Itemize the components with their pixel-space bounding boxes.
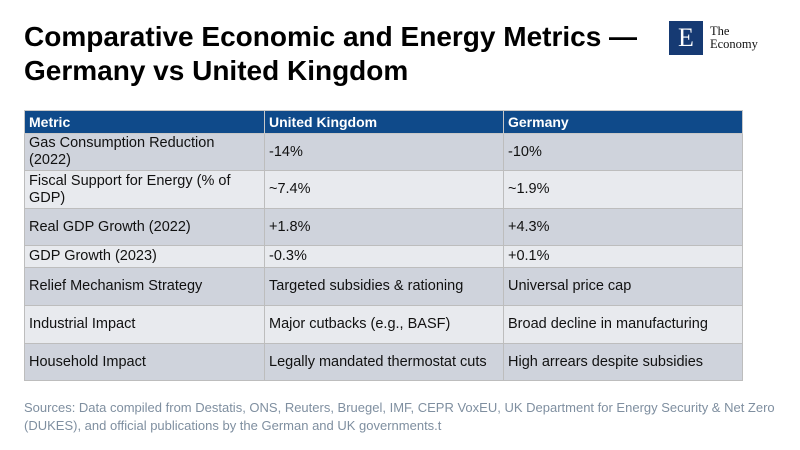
table-row: Real GDP Growth (2022) +1.8% +4.3%	[24, 208, 743, 246]
table-row: Relief Mechanism Strategy Targeted subsi…	[24, 267, 743, 306]
metric-cell: GDP Growth (2023)	[24, 245, 265, 268]
header-united-kingdom: United Kingdom	[264, 110, 504, 134]
table-row: Gas Consumption Reduction (2022) -14% -1…	[24, 133, 743, 171]
logo-wordmark: The Economy	[710, 21, 758, 51]
table-row: GDP Growth (2023) -0.3% +0.1%	[24, 245, 743, 268]
metric-cell: Gas Consumption Reduction (2022)	[24, 133, 265, 171]
uk-cell: -0.3%	[264, 245, 504, 268]
germany-cell: Broad decline in manufacturing	[503, 305, 743, 344]
sources-note: Sources: Data compiled from Destatis, ON…	[24, 400, 775, 433]
metric-cell: Household Impact	[24, 343, 265, 381]
page-title: Comparative Economic and Energy Metrics …	[24, 21, 638, 86]
uk-cell: +1.8%	[264, 208, 504, 246]
header-germany: Germany	[503, 110, 743, 134]
germany-cell: +4.3%	[503, 208, 743, 246]
germany-cell: ~1.9%	[503, 170, 743, 209]
germany-cell: -10%	[503, 133, 743, 171]
metric-cell: Real GDP Growth (2022)	[24, 208, 265, 246]
brand-logo: E The Economy	[669, 21, 758, 55]
metric-cell: Relief Mechanism Strategy	[24, 267, 265, 306]
metric-cell: Fiscal Support for Energy (% of GDP)	[24, 170, 265, 209]
table-row: Household Impact Legally mandated thermo…	[24, 343, 743, 381]
germany-cell: High arrears despite subsidies	[503, 343, 743, 381]
table-header-row: Metric United Kingdom Germany	[24, 110, 743, 134]
uk-cell: Legally mandated thermostat cuts	[264, 343, 504, 381]
uk-cell: -14%	[264, 133, 504, 171]
germany-cell: +0.1%	[503, 245, 743, 268]
logo-letter: E	[669, 21, 703, 55]
uk-cell: Major cutbacks (e.g., BASF)	[264, 305, 504, 344]
metric-cell: Industrial Impact	[24, 305, 265, 344]
logo-line-1: The	[710, 24, 730, 38]
uk-cell: ~7.4%	[264, 170, 504, 209]
comparison-table: Metric United Kingdom Germany Gas Consum…	[24, 110, 743, 381]
header-metric: Metric	[24, 110, 265, 134]
uk-cell: Targeted subsidies & rationing	[264, 267, 504, 306]
table-row: Industrial Impact Major cutbacks (e.g., …	[24, 305, 743, 344]
germany-cell: Universal price cap	[503, 267, 743, 306]
table-row: Fiscal Support for Energy (% of GDP) ~7.…	[24, 170, 743, 209]
logo-line-2: Economy	[710, 37, 758, 51]
